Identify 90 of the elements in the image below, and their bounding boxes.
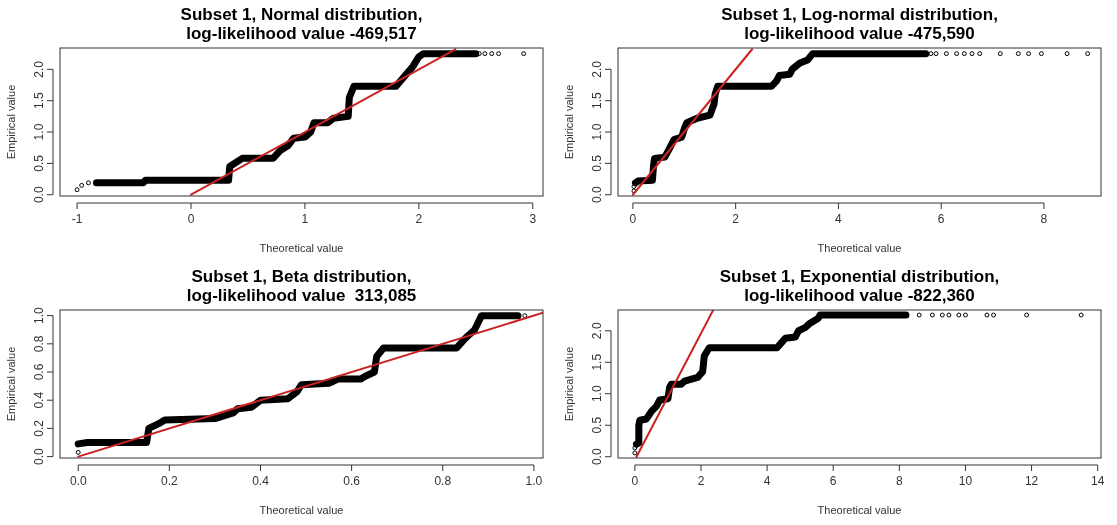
point [928,51,934,57]
y-tick-label: 0.8 [32,335,46,353]
point [1015,51,1021,57]
y-tick-label: 1.5 [590,92,604,110]
x-tick-label: 2 [697,474,705,488]
x-tick-label: 4 [835,212,843,226]
y-tick-label: 0.6 [32,363,46,381]
y-tick-label: 0.5 [32,154,46,172]
chart-title: Subset 1, Log-normal distribution, log-likelihood value -475,590 [721,5,998,43]
point [482,51,488,57]
chart-title: Subset 1, Exponential distribution, log-likelihood value -822,360 [719,267,1000,305]
x-tick-label: 4 [763,474,771,488]
point [984,312,990,318]
x-tick-label: 0 [187,212,195,226]
point [1085,51,1091,57]
x-tick-label: 1 [301,212,309,226]
point [963,312,968,318]
point [956,312,962,318]
x-tick-label: 0.8 [434,474,452,488]
x-tick-label: 1.0 [525,474,543,488]
y-tick-label: 2.0 [590,60,604,78]
y-tick-label: 0.2 [32,419,46,437]
x-tick-label: 2 [415,212,423,226]
x-tick-label: 6 [829,474,837,488]
y-tick-label: 0.0 [32,447,46,465]
point [933,51,939,57]
chart-title: Subset 1, Beta distribution, log-likelihood value 313,085 [186,267,417,305]
point [74,187,80,193]
x-axis-title: Theoretical value [259,504,344,516]
y-tick-label: 0.5 [590,154,604,172]
point [916,312,922,318]
y-tick-label: 0.5 [590,416,604,434]
x-axis-title: Theoretical value [817,242,902,254]
y-tick-label: 2.0 [32,60,46,78]
x-axis-title: Theoretical value [817,504,902,516]
x-tick-label: 14 [1091,474,1105,488]
point [79,182,85,188]
point [969,51,975,57]
point [496,51,502,57]
y-tick-label: 0.0 [590,448,604,466]
point [632,450,638,456]
point [946,312,952,318]
y-tick-label: 1.0 [32,306,46,324]
y-tick-label: 0.0 [32,186,46,204]
x-tick-label: 8 [895,474,903,488]
point [632,445,638,451]
x-tick-label: 0.4 [252,474,270,488]
x-tick-label: 6 [937,212,945,226]
point [1078,312,1084,318]
y-tick-label: 1.5 [32,92,46,110]
x-tick-label: 8 [1040,212,1048,226]
x-tick-label: 0.6 [343,474,361,488]
x-tick-label: 12 [1024,474,1039,488]
point [997,51,1003,57]
y-axis-title: Empirical value [5,84,17,160]
x-tick-label: 2 [732,212,740,226]
x-tick-label: -1 [71,212,83,226]
y-tick-label: 2.0 [590,322,604,340]
x-axis-title: Theoretical value [259,242,344,254]
y-tick-label: 1.0 [590,385,604,403]
y-tick-label: 1.0 [590,123,604,141]
y-tick-label: 1.0 [32,123,46,141]
y-tick-label: 0.4 [32,391,46,409]
x-tick-label: 10 [958,474,973,488]
point [521,51,527,57]
point [929,312,935,318]
x-tick-label: 0 [629,212,637,226]
point [1038,51,1044,57]
point [1024,312,1030,318]
point [991,312,997,318]
chart-title: Subset 1, Normal distribution, log-likelihood value -469,517 [180,5,423,43]
point [939,312,945,318]
y-axis-title: Empirical value [563,346,575,422]
point [1026,51,1031,57]
y-axis-title: Empirical value [563,84,575,160]
x-tick-label: 0.2 [161,474,179,488]
point [86,180,91,186]
x-tick-label: 0 [631,474,639,488]
point [1064,51,1070,57]
x-tick-label: 3 [529,212,537,226]
point [489,51,495,57]
point [954,51,960,57]
x-tick-label: 0.0 [69,474,87,488]
point [943,51,949,57]
y-tick-label: 1.5 [590,353,604,371]
point [631,184,637,190]
y-tick-label: 0.0 [590,186,604,204]
y-axis-title: Empirical value [5,346,17,422]
point [977,51,983,57]
point [961,51,967,57]
